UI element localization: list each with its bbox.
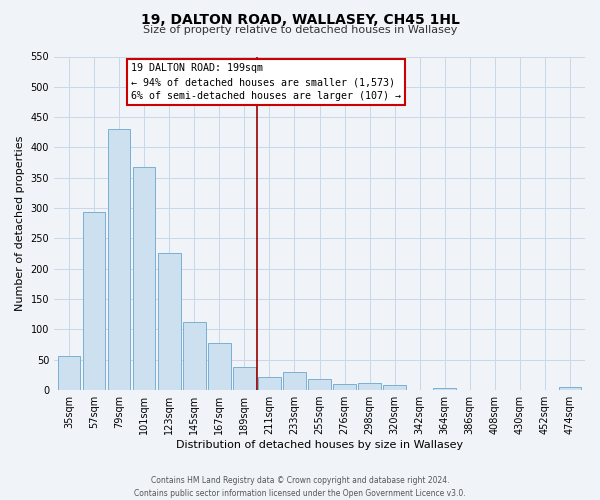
Y-axis label: Number of detached properties: Number of detached properties — [15, 136, 25, 311]
Bar — [258, 376, 281, 390]
Bar — [58, 356, 80, 390]
Text: Contains HM Land Registry data © Crown copyright and database right 2024.
Contai: Contains HM Land Registry data © Crown c… — [134, 476, 466, 498]
Bar — [358, 384, 381, 390]
Bar — [208, 344, 230, 390]
Bar — [83, 212, 106, 390]
X-axis label: Distribution of detached houses by size in Wallasey: Distribution of detached houses by size … — [176, 440, 463, 450]
Bar — [283, 372, 306, 390]
Bar — [133, 167, 155, 390]
Text: 19, DALTON ROAD, WALLASEY, CH45 1HL: 19, DALTON ROAD, WALLASEY, CH45 1HL — [140, 12, 460, 26]
Bar — [158, 253, 181, 390]
Bar — [559, 387, 581, 390]
Bar — [333, 384, 356, 390]
Bar — [233, 367, 256, 390]
Bar — [108, 130, 130, 390]
Bar — [433, 388, 456, 390]
Bar — [183, 322, 206, 390]
Bar — [383, 384, 406, 390]
Text: 19 DALTON ROAD: 199sqm
← 94% of detached houses are smaller (1,573)
6% of semi-d: 19 DALTON ROAD: 199sqm ← 94% of detached… — [131, 63, 401, 101]
Bar — [308, 379, 331, 390]
Text: Size of property relative to detached houses in Wallasey: Size of property relative to detached ho… — [143, 25, 457, 35]
